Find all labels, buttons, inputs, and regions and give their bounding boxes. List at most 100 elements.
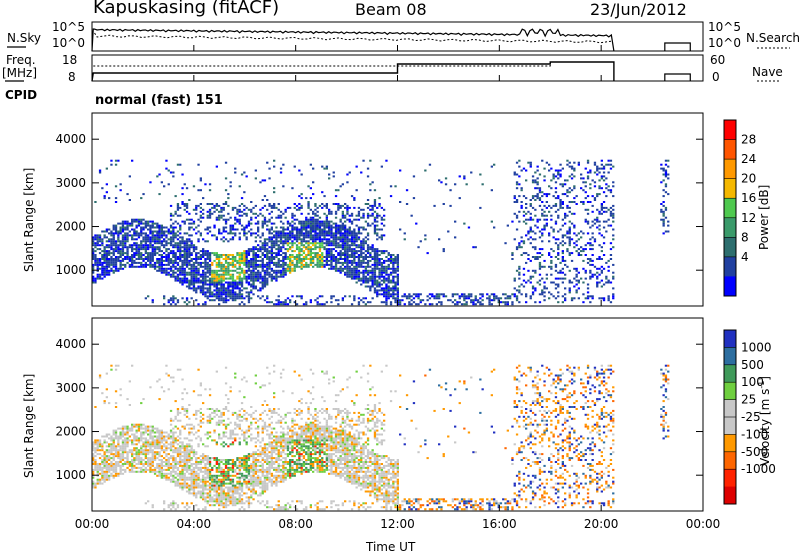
velocity-cell <box>126 398 129 401</box>
velocity-cell <box>140 425 143 428</box>
power-cell <box>385 271 388 274</box>
power-cell <box>213 277 216 280</box>
velocity-cell <box>98 478 102 481</box>
power-cell <box>220 279 223 282</box>
velocity-cell <box>119 447 122 450</box>
velocity-cell <box>169 478 173 481</box>
power-cell <box>224 161 228 164</box>
velocity-cell <box>156 427 159 430</box>
power-cell <box>156 248 159 251</box>
power-cell <box>307 218 310 221</box>
power-cell <box>238 279 241 282</box>
power-cell <box>534 256 537 258</box>
power-cell <box>183 240 186 243</box>
power-cell <box>378 293 381 296</box>
power-cell <box>541 214 544 217</box>
power-cell <box>238 185 241 188</box>
power-cell <box>527 218 530 221</box>
power-cell <box>431 295 434 298</box>
power-cell <box>350 195 354 198</box>
power-cell <box>101 250 104 253</box>
power-cell <box>282 265 285 268</box>
velocity-cell <box>126 429 129 432</box>
velocity-cell <box>108 459 111 461</box>
power-cell <box>282 269 285 272</box>
power-cell <box>538 267 542 270</box>
power-cell <box>119 254 122 256</box>
velocity-cell <box>169 464 173 467</box>
power-cell <box>131 265 134 268</box>
power-cell <box>263 179 267 182</box>
power-cell <box>199 216 202 219</box>
power-cell <box>110 232 113 235</box>
power-cell <box>552 175 555 178</box>
power-cell <box>158 261 161 264</box>
power-cell <box>341 224 344 227</box>
power-cell <box>295 254 299 256</box>
power-cell <box>181 203 184 205</box>
power-cell <box>190 297 193 300</box>
power-cell <box>98 275 102 278</box>
power-cell <box>424 303 427 306</box>
power-cell <box>389 303 393 306</box>
power-cell <box>472 246 475 249</box>
power-cell <box>369 159 372 162</box>
power-cell <box>314 228 317 231</box>
power-cell <box>380 261 383 264</box>
power-cell <box>279 238 283 241</box>
power-cell <box>147 256 150 258</box>
power-cell <box>185 285 189 288</box>
power-cell <box>364 256 367 258</box>
power-cell <box>364 267 367 270</box>
power-cell <box>568 287 571 290</box>
power-cell <box>376 220 379 223</box>
power-cell <box>357 206 361 209</box>
velocity-cell <box>151 464 154 467</box>
power-cell <box>337 189 340 192</box>
power-cell <box>307 206 310 209</box>
power-cell <box>353 271 356 274</box>
power-cell <box>263 279 267 282</box>
power-cell <box>529 212 532 215</box>
power-cell <box>346 208 349 211</box>
velocity-cell <box>167 435 170 438</box>
power-cell <box>667 220 670 223</box>
power-cell <box>380 222 383 225</box>
power-cell <box>575 244 578 247</box>
power-cell <box>307 265 310 268</box>
power-cell <box>220 214 223 217</box>
power-cell <box>396 295 399 298</box>
power-cell <box>206 279 209 282</box>
velocity-cell <box>156 466 159 469</box>
velocity-cell <box>112 468 115 471</box>
power-cell <box>525 206 528 209</box>
power-cell <box>444 295 448 298</box>
power-cell <box>117 244 120 247</box>
power-cell <box>568 165 571 168</box>
power-cell <box>612 271 615 274</box>
power-cell <box>126 193 129 196</box>
power-cell <box>101 230 104 233</box>
power-cell <box>366 269 370 272</box>
power-cell <box>307 220 310 223</box>
power-cell <box>612 165 615 168</box>
power-cell <box>211 203 214 205</box>
power-cell <box>220 283 223 286</box>
power-cell <box>263 250 267 253</box>
power-cell <box>548 252 551 255</box>
power-cell <box>591 236 594 239</box>
power-cell <box>582 301 585 304</box>
velocity-cell <box>121 472 125 475</box>
power-cell <box>147 263 150 266</box>
power-cell <box>273 256 276 258</box>
power-cell <box>206 269 209 272</box>
power-cell <box>135 252 138 255</box>
power-cell <box>559 175 562 178</box>
power-cell <box>318 244 322 247</box>
power-cell <box>330 230 333 233</box>
power-cell <box>341 204 344 207</box>
power-cell <box>268 250 271 253</box>
power-cell <box>302 244 306 247</box>
power-cell <box>131 236 134 239</box>
power-cell <box>245 295 248 298</box>
